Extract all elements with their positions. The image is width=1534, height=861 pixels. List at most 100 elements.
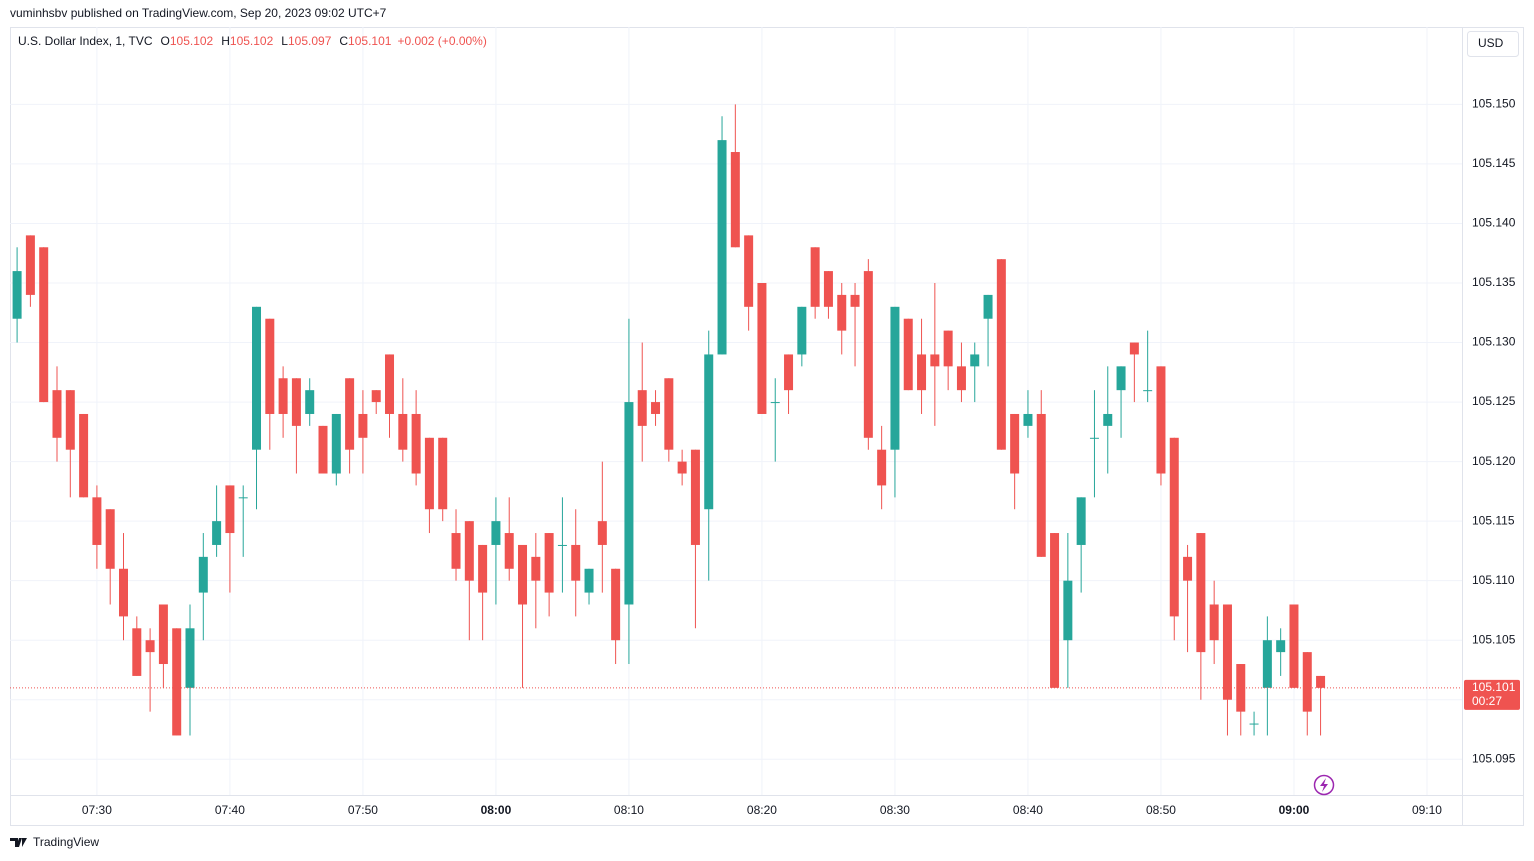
candle-body [823,271,833,307]
y-tick-label: 105.125 [1472,394,1516,408]
candle-body [331,413,341,474]
candle-body [1156,366,1166,474]
candle-body [225,485,235,534]
candle-body [358,413,368,438]
candle-body [784,354,794,391]
candle-body [424,437,434,510]
candle-body [1050,533,1060,688]
y-tick-label: 105.135 [1472,275,1516,289]
candle-body [278,378,288,414]
candle-body [677,461,687,474]
candle-body [198,556,208,593]
candle-body [118,568,128,617]
candle-body [611,568,621,641]
candle-body [1316,675,1326,688]
candle-body [1289,604,1299,688]
candle-body [345,378,355,450]
candle-body [252,306,262,450]
candle-body [837,294,847,331]
candle-body [1036,413,1046,557]
candle-body [597,521,607,545]
candle-body [996,259,1006,450]
candle-body [1209,604,1219,641]
candle-body [12,271,22,319]
candle-body [1302,652,1312,712]
candle-body [1089,437,1099,439]
y-tick-label: 105.115 [1472,513,1515,527]
y-tick-label: 105.140 [1472,216,1516,230]
candle-body [1116,366,1126,391]
candle-body [39,247,49,403]
candle-body [398,413,408,450]
candle-body [1023,413,1033,426]
publisher-line: vuminhsbv published on TradingView.com, … [10,6,387,20]
high-label: H [221,34,230,48]
candle-body [770,402,780,404]
candle-body [504,533,514,569]
candles [10,104,1462,736]
low-label: L [281,34,288,48]
currency-button[interactable] [1467,31,1519,57]
last-price-label: 105.101 [1472,680,1516,694]
low-value: 105.097 [288,34,332,48]
candle-body [92,497,102,545]
currency[interactable]: USD [1478,36,1504,50]
candle-body [371,390,381,403]
candle-body [1196,533,1206,653]
candle-body [531,556,541,581]
candle-body [690,449,700,545]
candle-body [478,544,488,593]
candle-body [717,140,727,355]
candle-body [318,425,328,474]
candle-body [557,544,567,546]
candle-body [544,533,554,593]
close-label: C [339,34,348,48]
candle-body [518,544,528,605]
x-tick-label: 07:50 [348,803,378,817]
candle-body [850,294,860,307]
candle-body [451,533,461,569]
y-tick-label: 105.120 [1472,454,1516,468]
x-tick-label: 07:30 [82,803,112,817]
candle-body [664,378,674,450]
candle-body [1249,723,1259,725]
candle-body [105,509,115,569]
candle-body [930,354,940,367]
open-value: 105.102 [170,34,214,48]
candle-body [890,306,900,450]
candle-body [172,628,182,736]
x-tick-label: 08:50 [1146,803,1176,817]
open-label: O [161,34,170,48]
candle-body [1103,413,1113,426]
candle-body [1169,437,1179,617]
legend: U.S. Dollar Index, 1, TVC O105.102 H105.10… [18,34,487,48]
chart-frame [10,27,1524,826]
axes: 105.095105.100105.105105.110105.115105.1… [82,97,1520,817]
candle-body [25,235,35,295]
candle-body [624,402,634,605]
change: +0.002 (+0.00%) [397,34,486,48]
candle-body [637,390,647,426]
candle-body [983,294,993,319]
candle-body [810,247,820,307]
y-tick-label: 105.105 [1472,632,1516,646]
candle-body [79,413,89,498]
candle-body [438,437,448,510]
candle-body [385,354,395,414]
x-tick-label: 08:00 [481,803,512,817]
candle-body [1076,497,1086,545]
candle-body [584,568,594,593]
candle-body [970,354,980,367]
y-tick-label: 105.130 [1472,335,1516,349]
x-tick-label: 08:40 [1013,803,1043,817]
candle-body [132,628,142,676]
candle-body [305,390,315,414]
x-tick-label: 08:20 [747,803,777,817]
candle-body [1183,556,1193,581]
candle-body [651,402,661,414]
lightning [1320,778,1328,792]
candle-body [704,354,714,510]
candle-body [1063,580,1073,641]
candle-body [1143,390,1153,392]
